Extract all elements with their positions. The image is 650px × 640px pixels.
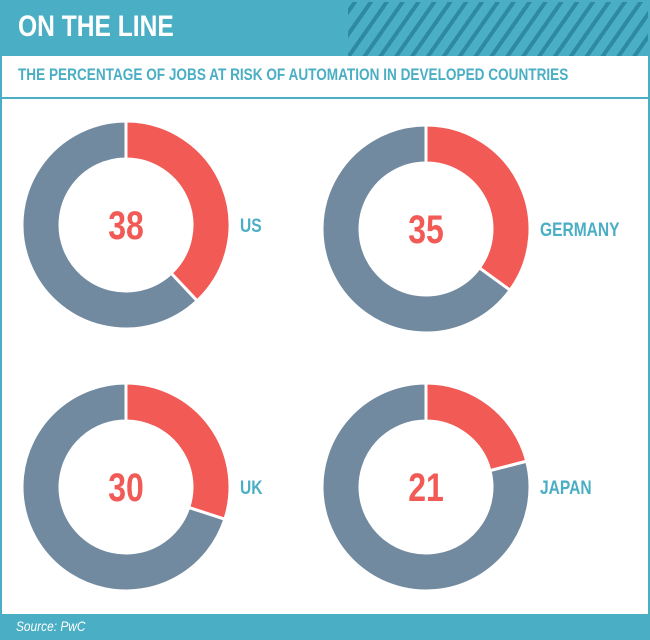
donut-risk-slice-germany xyxy=(424,123,532,293)
donut-rest-slice-us xyxy=(20,119,200,331)
donut-uk: 30 UK xyxy=(20,381,263,593)
data-label-uk: 30 xyxy=(108,465,144,510)
page-title: ON THE LINE xyxy=(18,10,174,43)
donut-charts: 38 US 35 GERMANY 30 UK 21 JAPAN xyxy=(20,119,620,593)
data-label-germany: 35 xyxy=(408,207,444,252)
chart-subtitle: THE PERCENTAGE OF JOBS AT RISK OF AUTOMA… xyxy=(18,65,569,84)
header-stripes xyxy=(348,2,648,56)
donut-risk-slice-us xyxy=(124,119,232,303)
donut-risk-slice-japan xyxy=(424,381,529,473)
subtitle-divider xyxy=(2,97,648,99)
donut-rest-slice-japan xyxy=(320,381,532,593)
donut-japan: 21 JAPAN xyxy=(320,381,592,593)
donut-chart-panel: 38 US 35 GERMANY 30 UK 21 JAPAN xyxy=(2,99,648,615)
title-box xyxy=(2,2,348,56)
donut-germany: 35 GERMANY xyxy=(320,123,620,335)
data-label-japan: 21 xyxy=(408,465,444,510)
donut-rest-slice-uk xyxy=(20,381,227,593)
category-label-us: US xyxy=(240,215,262,237)
donut-risk-slice-uk xyxy=(124,381,232,522)
source-note: Source: PwC xyxy=(16,618,86,634)
donut-us: 38 US xyxy=(20,119,262,331)
category-label-japan: JAPAN xyxy=(540,477,592,499)
category-label-uk: UK xyxy=(240,477,263,499)
footer-bar: Source: PwC xyxy=(0,614,650,640)
category-label-germany: GERMANY xyxy=(540,219,620,241)
donut-rest-slice-germany xyxy=(320,123,513,335)
header-bar: ON THE LINE xyxy=(2,2,648,56)
data-label-us: 38 xyxy=(108,203,144,248)
